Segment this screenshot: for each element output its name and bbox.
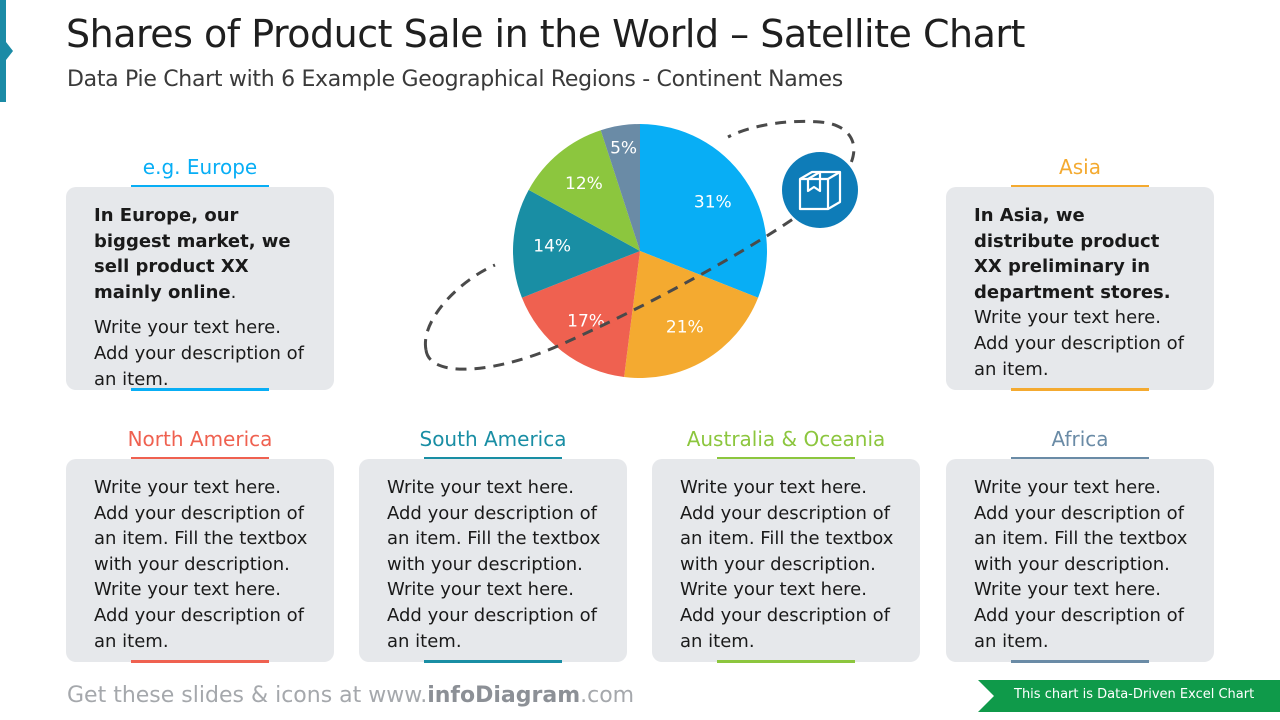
region-title-north-america: North America (127, 427, 273, 451)
region-underline-australia-oceania (717, 457, 855, 460)
region-box-australia-oceania: Write your text here. Add your descripti… (652, 459, 920, 662)
region-underline-europe (131, 185, 269, 188)
satellite-circle (782, 152, 858, 228)
pie-label-europe: 31% (694, 193, 732, 213)
asia-description: Write your text here. Add your descripti… (974, 307, 1184, 380)
excel-chart-banner-text: This chart is Data-Driven Excel Chart (1014, 687, 1255, 702)
region-box-south-america: Write your text here. Add your descripti… (359, 459, 627, 662)
region-title-asia: Asia (1059, 155, 1101, 179)
south-america-description: Write your text here. Add your descripti… (387, 477, 601, 652)
pie-slice-africa (600, 124, 640, 251)
page-title: Shares of Product Sale in the World – Sa… (66, 12, 1025, 56)
pie-label-north-america: 17% (567, 312, 605, 332)
region-underline-south-america (424, 457, 562, 460)
box-line-australia-oceania (717, 660, 855, 663)
orbit-path-back (423, 263, 496, 351)
box-line-africa (1011, 660, 1149, 663)
pie-slice-north-america (521, 251, 640, 377)
pie-slice-europe (640, 124, 767, 298)
pie-slice-australia-oceania (528, 130, 640, 251)
region-box-africa: Write your text here. Add your descripti… (946, 459, 1214, 662)
pie-slice-south-america (513, 189, 640, 298)
region-title-australia-oceania: Australia & Oceania (686, 427, 886, 451)
north-america-description: Write your text here. Add your descripti… (94, 477, 308, 652)
region-underline-asia (1011, 185, 1149, 188)
orbit-path-front (424, 119, 856, 371)
box-line-europe (131, 388, 269, 391)
region-title-south-america: South America (419, 427, 567, 451)
region-underline-africa (1011, 457, 1149, 460)
footer-brand: infoDiagram (427, 683, 581, 708)
australia-oceania-description: Write your text here. Add your descripti… (680, 477, 894, 652)
footer-link[interactable]: Get these slides & icons at www.infoDiag… (67, 683, 634, 708)
excel-chart-banner (978, 680, 1280, 712)
left-accent-tip (6, 42, 13, 60)
pie-slice-asia (624, 251, 759, 378)
box-line-asia (1011, 388, 1149, 391)
region-title-europe: e.g. Europe (142, 155, 258, 179)
box-line-north-america (131, 660, 269, 663)
pie-chart: 31% 21% 17% 14% 12% 5% (513, 124, 767, 378)
box-line-south-america (424, 660, 562, 663)
region-title-africa: Africa (1051, 427, 1109, 451)
pie-label-africa: 5% (610, 138, 637, 158)
region-box-asia: In Asia, we distribute product XX prelim… (946, 187, 1214, 390)
africa-description: Write your text here. Add your descripti… (974, 477, 1188, 652)
left-accent-bar (0, 0, 6, 102)
europe-bold-text: In Europe, our biggest market, we sell p… (94, 205, 291, 303)
asia-bold-text: In Asia, we distribute product XX prelim… (974, 205, 1171, 303)
europe-description: Write your text here. Add your descripti… (94, 317, 304, 390)
package-box-icon (798, 170, 842, 211)
pie-label-south-america: 14% (533, 236, 571, 256)
pie-label-australia-oceania: 12% (565, 174, 603, 194)
region-box-europe: In Europe, our biggest market, we sell p… (66, 187, 334, 390)
region-underline-north-america (131, 457, 269, 460)
footer-prefix: Get these slides & icons at www. (67, 683, 428, 708)
region-box-north-america: Write your text here. Add your descripti… (66, 459, 334, 662)
europe-bold-suffix: . (230, 281, 237, 303)
footer-suffix: .com (580, 683, 635, 708)
page-subtitle: Data Pie Chart with 6 Example Geographic… (67, 67, 843, 92)
pie-label-asia: 21% (666, 318, 704, 338)
